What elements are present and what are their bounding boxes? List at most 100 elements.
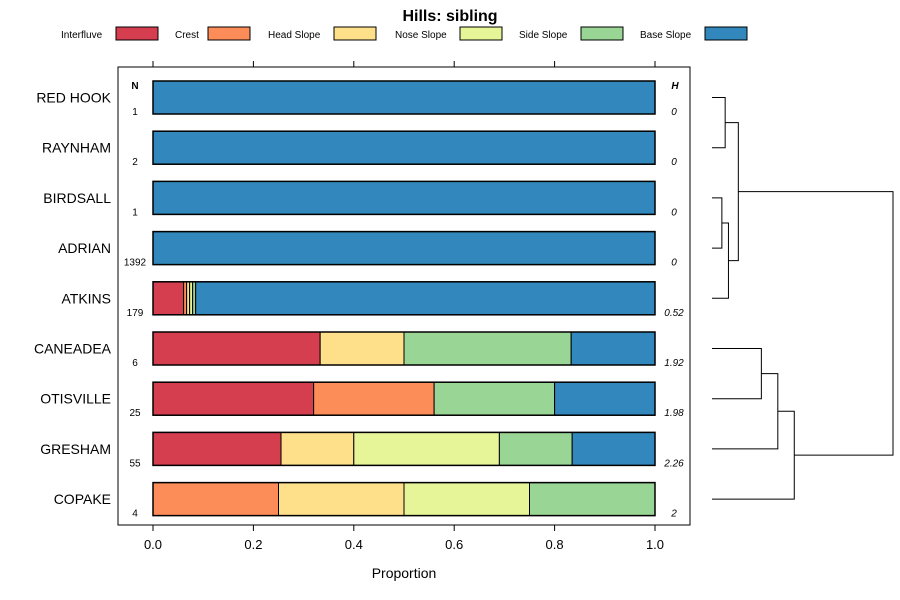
row-label: RAYNHAM <box>42 140 111 156</box>
legend-label-2: Head Slope <box>268 30 321 41</box>
bar-segment-head-slope <box>278 482 405 517</box>
bar-outline <box>152 230 656 266</box>
row-label: OTISVILLE <box>40 391 111 407</box>
bar-segment-head-slope <box>280 431 355 466</box>
x-axis-title: Proportion <box>372 565 437 581</box>
x-tick-label-0: 0.0 <box>144 537 162 552</box>
row-n-value: 1 <box>132 107 138 118</box>
legend-label-5: Base Slope <box>640 30 692 41</box>
row-label: GRESHAM <box>40 441 111 457</box>
dendrogram-link-0 <box>712 97 726 149</box>
bar-segment-interfluve <box>152 381 315 416</box>
legend-label-3: Nose Slope <box>395 30 447 41</box>
row-n-value: 2 <box>132 157 138 168</box>
bar-segment-base-slope <box>152 80 656 115</box>
x-tick-label-2: 0.4 <box>345 537 363 552</box>
row-label: CANEADEA <box>34 341 112 357</box>
legend-label-4: Side Slope <box>519 30 568 41</box>
dendrogram-link-3 <box>725 122 739 262</box>
dendrogram-link-1 <box>712 197 723 249</box>
row-n-value: 1392 <box>124 258 147 269</box>
legend-swatch-0 <box>115 26 159 41</box>
row-label: BIRDSALL <box>43 190 111 206</box>
bar-outline <box>152 331 656 366</box>
bar-row-caneadea: CANEADEA 6 1.92 <box>34 331 684 369</box>
row-h-value: 1.98 <box>664 408 684 419</box>
bar-segment-nose-slope <box>403 482 530 517</box>
dendrogram-link-2 <box>712 222 729 299</box>
bar-segment-crest <box>152 482 279 517</box>
bar-segment-base-slope <box>571 431 656 466</box>
bar-row-copake: COPAKE 4 2 <box>54 481 677 520</box>
bar-row-red-hook: RED HOOK 1 0 <box>36 80 677 118</box>
row-n-value: 179 <box>127 308 144 319</box>
bar-segment-nose-slope <box>353 431 500 466</box>
bar-outline <box>152 281 656 316</box>
bar-outline <box>152 130 656 165</box>
x-tick-label-4: 0.8 <box>546 537 564 552</box>
row-n-value: 1 <box>132 207 138 218</box>
bar-segment-crest <box>313 381 435 416</box>
bar-row-birdsall: BIRDSALL 1 0 <box>43 180 677 218</box>
bar-row-raynham: RAYNHAM 2 0 <box>42 130 677 168</box>
row-h-value: 0.52 <box>664 308 684 319</box>
row-n-value: 6 <box>132 358 138 369</box>
bar-segment-side-slope <box>433 381 556 416</box>
row-h-value: 0 <box>671 207 677 218</box>
legend-swatch-4 <box>580 26 624 41</box>
legend-label-0: Interfluve <box>61 30 103 41</box>
bar-segment-head-slope <box>319 331 405 366</box>
bar-segment-base-slope <box>152 231 656 266</box>
row-n-value: 25 <box>129 408 141 419</box>
bar-outline <box>152 481 656 517</box>
row-h-value: 1.92 <box>664 358 684 369</box>
row-label: ADRIAN <box>58 240 111 256</box>
row-h-value: 2.26 <box>663 458 684 469</box>
bar-segment-base-slope <box>554 381 656 416</box>
bar-row-adrian: ADRIAN 1392 0 <box>58 230 677 269</box>
legend-label-1: Crest <box>175 30 199 41</box>
dendrogram-link-4 <box>712 348 762 400</box>
row-h-value: 0 <box>671 157 677 168</box>
bar-row-otisville: OTISVILLE 25 1.98 <box>40 381 684 419</box>
bar-segment-base-slope <box>152 180 656 215</box>
bar-segment-base-slope <box>152 130 656 165</box>
legend: Interfluve Crest Head Slope Nose Slope Side … <box>61 26 748 41</box>
dendrogram-link-7 <box>738 191 894 456</box>
plot-frame <box>117 66 691 526</box>
bar-segment-interfluve <box>152 281 185 316</box>
bar-segment-side-slope <box>498 431 573 466</box>
dendrogram <box>712 97 894 500</box>
legend-swatch-5 <box>704 26 748 41</box>
row-h-value: 0 <box>671 107 677 118</box>
x-tick-label-1: 0.2 <box>244 537 262 552</box>
bar-segment-base-slope <box>570 331 656 366</box>
bar-outline <box>152 80 656 115</box>
legend-swatch-2 <box>333 26 377 41</box>
legend-swatch-1 <box>207 26 251 41</box>
bar-segment-side-slope <box>403 331 572 366</box>
bar-segment-interfluve <box>152 331 321 366</box>
bar-rows: RED HOOK 1 0 RAYNHAM 2 0 BIRDSALL 1 0 ADRIAN 1392 0… <box>34 80 684 520</box>
bar-row-gresham: GRESHAM 55 2.26 <box>40 431 684 469</box>
bar-outline <box>152 180 656 216</box>
dendrogram-link-5 <box>712 373 779 450</box>
row-h-value: 2 <box>670 509 677 520</box>
x-axis: 0.0 0.2 0.4 0.6 0.8 1.0 <box>144 61 664 552</box>
row-label: ATKINS <box>61 290 111 306</box>
legend-swatch-3 <box>459 26 503 41</box>
row-n-value: 4 <box>132 509 138 520</box>
dendrogram-link-6 <box>712 410 795 500</box>
bar-segment-base-slope <box>195 281 656 316</box>
row-h-value: 0 <box>671 258 677 269</box>
bar-outline <box>152 431 656 467</box>
x-tick-label-3: 0.6 <box>445 537 463 552</box>
h-column-header: H <box>671 81 679 92</box>
bar-row-atkins: ATKINS 179 0.52 <box>61 281 684 319</box>
row-n-value: 55 <box>129 458 141 469</box>
row-label: RED HOOK <box>36 90 111 106</box>
bar-outline <box>152 381 656 416</box>
n-column-header: N <box>131 81 138 92</box>
row-label: COPAKE <box>54 491 111 507</box>
chart-title: Hills: sibling <box>402 8 497 25</box>
